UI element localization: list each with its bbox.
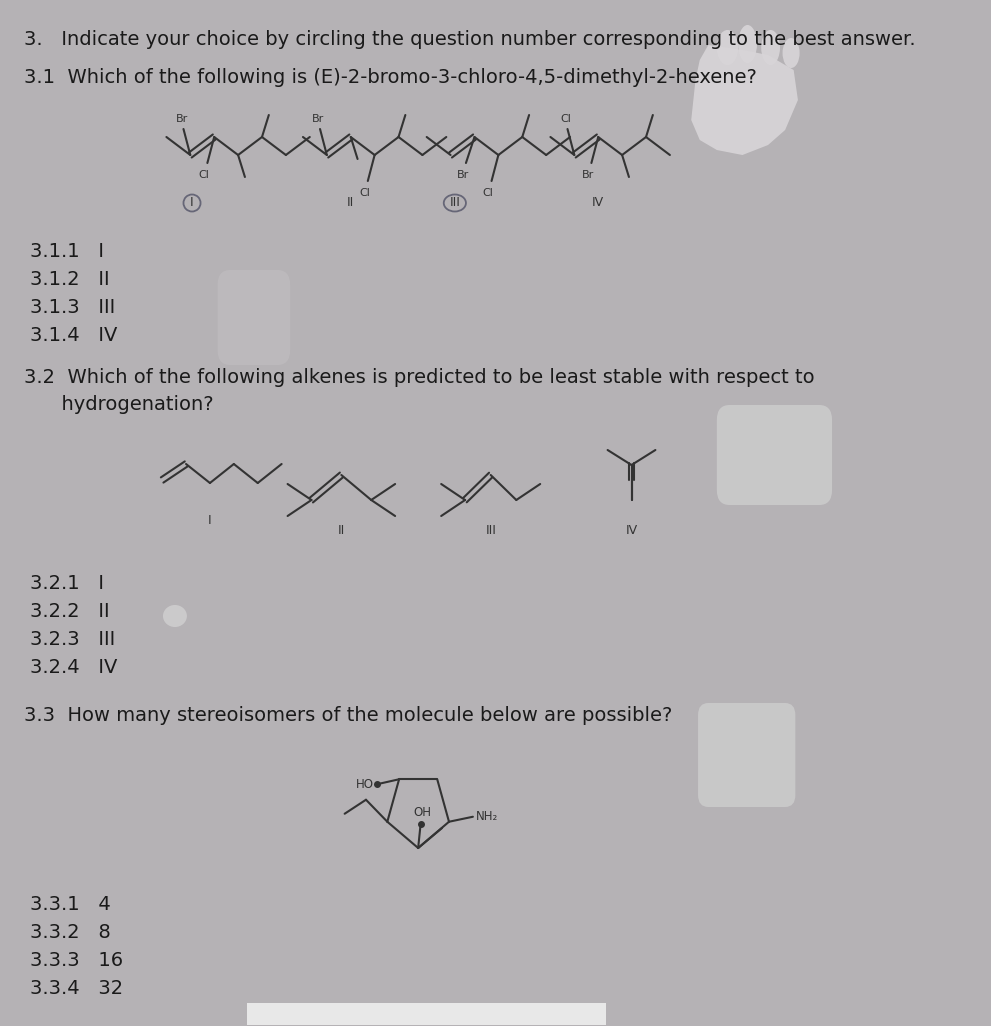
Text: NH₂: NH₂ — [477, 811, 498, 823]
Text: 3.1  Which of the following is (E)-2-bromo-3-chloro-4,5-dimethyl-2-hexene?: 3.1 Which of the following is (E)-2-brom… — [24, 68, 757, 87]
Text: HO: HO — [356, 778, 374, 791]
Text: Br: Br — [312, 114, 324, 124]
Text: 3.2.4   IV: 3.2.4 IV — [30, 658, 117, 677]
Text: OH: OH — [413, 805, 431, 819]
Text: 3.3.3   16: 3.3.3 16 — [30, 951, 123, 970]
Text: IV: IV — [625, 523, 637, 537]
Text: 3.3.2   8: 3.3.2 8 — [30, 923, 111, 942]
Text: Cl: Cl — [198, 170, 209, 180]
FancyBboxPatch shape — [698, 703, 796, 807]
Text: Cl: Cl — [359, 188, 370, 198]
Ellipse shape — [783, 38, 800, 68]
FancyBboxPatch shape — [218, 270, 290, 365]
Text: hydrogenation?: hydrogenation? — [24, 395, 213, 415]
Text: II: II — [338, 523, 345, 537]
Text: 3.1.3   III: 3.1.3 III — [30, 298, 115, 317]
Ellipse shape — [761, 30, 780, 65]
Text: 3.2.2   II: 3.2.2 II — [30, 602, 109, 621]
Text: 3.3.4   32: 3.3.4 32 — [30, 979, 123, 998]
Bar — [248, 1003, 606, 1025]
Text: III: III — [486, 523, 496, 537]
Ellipse shape — [716, 30, 738, 65]
Text: I: I — [190, 197, 194, 209]
Text: 3.   Indicate your choice by circling the question number corresponding to the b: 3. Indicate your choice by circling the … — [24, 30, 916, 49]
Text: Br: Br — [582, 170, 594, 180]
Text: 3.3.1   4: 3.3.1 4 — [30, 895, 111, 914]
FancyBboxPatch shape — [716, 405, 832, 505]
Text: Cl: Cl — [560, 114, 571, 124]
Text: I: I — [208, 513, 212, 526]
Text: 3.2.3   III: 3.2.3 III — [30, 630, 115, 649]
Text: Br: Br — [457, 170, 469, 180]
Text: 3.1.1   I: 3.1.1 I — [30, 242, 104, 261]
Ellipse shape — [738, 25, 757, 63]
Text: 3.2  Which of the following alkenes is predicted to be least stable with respect: 3.2 Which of the following alkenes is pr… — [24, 368, 815, 387]
Text: II: II — [347, 197, 355, 209]
Text: IV: IV — [593, 197, 605, 209]
Text: 3.1.4   IV: 3.1.4 IV — [30, 326, 117, 345]
Text: 3.1.2   II: 3.1.2 II — [30, 270, 109, 289]
Text: 3.2.1   I: 3.2.1 I — [30, 574, 104, 593]
Polygon shape — [692, 45, 798, 155]
Text: Cl: Cl — [483, 188, 494, 198]
Text: III: III — [449, 197, 460, 209]
Text: Br: Br — [175, 114, 188, 124]
Ellipse shape — [163, 605, 187, 627]
Text: 3.3  How many stereoisomers of the molecule below are possible?: 3.3 How many stereoisomers of the molecu… — [24, 706, 672, 725]
